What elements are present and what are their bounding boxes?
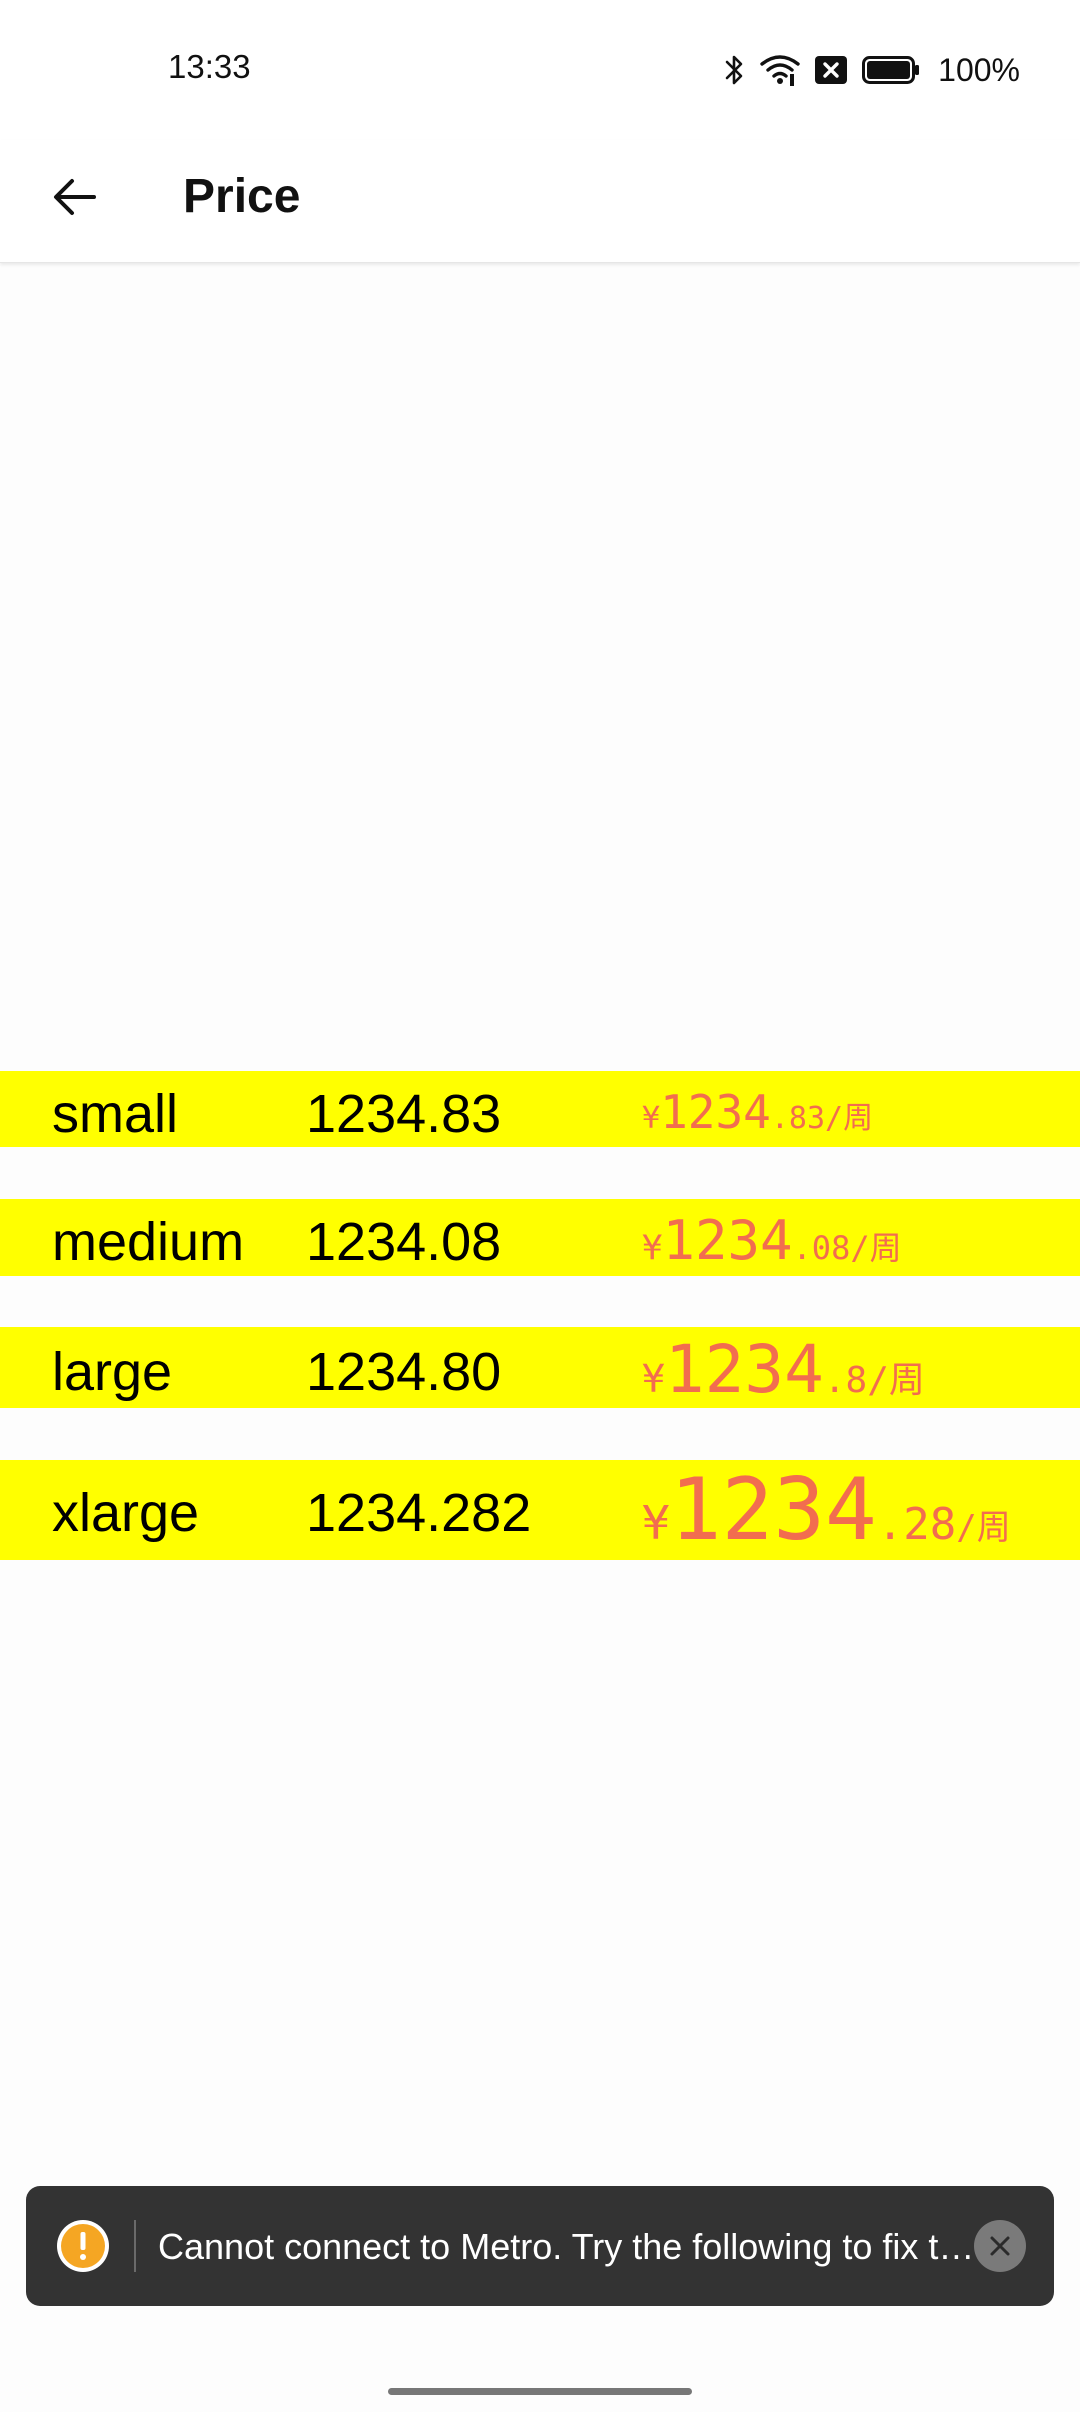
size-label: medium [52,1212,245,1272]
price-decimal: .08 [792,1229,851,1267]
raw-value: 1234.83 [306,1084,502,1144]
price-decimal: .28 [876,1499,957,1550]
price-currency-symbol: ¥ [642,1101,661,1136]
close-icon [990,2236,1010,2256]
size-label: xlarge [52,1483,200,1543]
price-unit: /周 [867,1360,925,1401]
metro-error-toast[interactable]: Cannot connect to Metro. Try the followi… [26,2186,1054,2306]
status-icons: 100% [724,50,1020,90]
price-integer: 1234 [664,1331,824,1408]
home-indicator[interactable] [388,2388,692,2395]
price-currency-symbol: ¥ [642,1357,665,1401]
page-title: Price [183,170,301,223]
formatted-price: ¥1234.28/周 [642,1460,1011,1560]
price-row-large: large 1234.80 ¥1234.8/周 [0,1327,1080,1408]
price-decimal: .8 [823,1360,868,1401]
raw-value: 1234.80 [306,1342,502,1402]
toast-message: Cannot connect to Metro. Try the followi… [158,2226,978,2267]
price-unit: /周 [850,1229,902,1267]
status-time: 13:33 [168,48,251,85]
back-button[interactable] [40,162,110,232]
formatted-price: ¥1234.83/周 [642,1085,873,1139]
formatted-price: ¥1234.8/周 [642,1331,925,1408]
price-currency-symbol: ¥ [642,1228,663,1268]
battery-percentage: 100% [938,51,1020,88]
price-unit: /周 [956,1508,1011,1548]
price-integer: 1234 [660,1085,771,1139]
formatted-price: ¥1234.08/周 [642,1209,902,1272]
price-decimal: .83 [770,1101,826,1136]
toast-divider [134,2220,136,2272]
bluetooth-icon [725,55,743,85]
wifi-icon [760,55,800,86]
price-unit: /周 [825,1101,874,1136]
status-bar: 13:33 100% [0,0,1080,140]
price-integer: 1234 [669,1460,877,1560]
size-label: large [52,1342,173,1402]
size-label: small [52,1084,179,1144]
warning-icon [57,2220,109,2272]
raw-value: 1234.08 [306,1212,502,1272]
price-row-xlarge: xlarge 1234.282 ¥1234.28/周 [0,1460,1080,1560]
app-bar: Price [0,140,1080,263]
price-integer: 1234 [662,1209,793,1272]
no-sim-icon [815,56,848,84]
toast-close-button[interactable] [974,2220,1026,2272]
price-row-small: small 1234.83 ¥1234.83/周 [0,1071,1080,1147]
price-currency-symbol: ¥ [642,1496,670,1550]
battery-icon [862,56,920,84]
price-row-medium: medium 1234.08 ¥1234.08/周 [0,1199,1080,1276]
raw-value: 1234.282 [306,1483,532,1543]
arrow-left-icon [54,179,96,215]
